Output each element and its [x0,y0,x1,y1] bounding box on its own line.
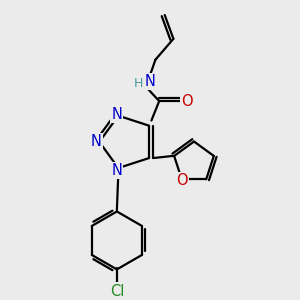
Text: O: O [182,94,193,109]
Text: Cl: Cl [110,284,124,298]
Text: N: N [111,107,122,122]
Text: O: O [176,173,188,188]
Text: N: N [111,163,122,178]
Text: N: N [144,74,155,89]
Text: N: N [91,134,102,149]
Text: H: H [134,77,143,90]
